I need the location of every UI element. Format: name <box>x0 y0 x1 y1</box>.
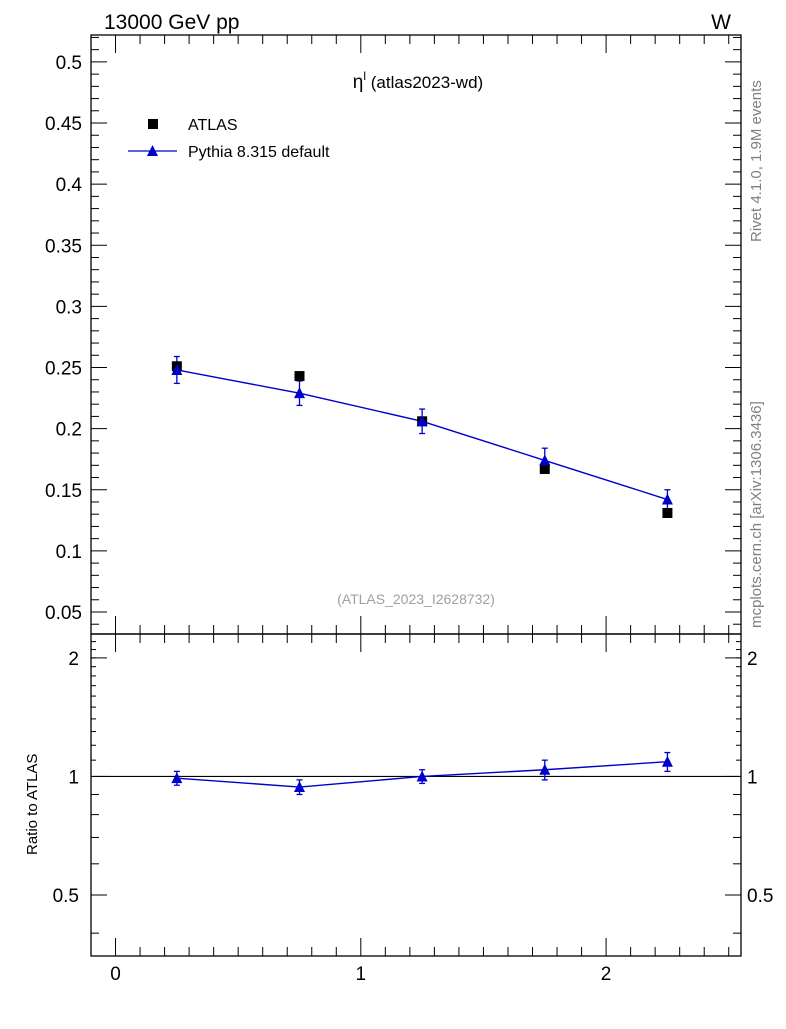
pythia-point <box>539 454 551 466</box>
main-ytick-label: 0.15 <box>45 481 82 502</box>
legend-label-atlas: ATLAS <box>188 117 238 134</box>
legend: ATLAS Pythia 8.315 default <box>128 117 330 161</box>
ratio-point <box>661 755 673 767</box>
pythia-point <box>661 493 673 505</box>
xtick-label: 0 <box>110 964 121 985</box>
pythia-point <box>171 363 183 375</box>
ratio-ytick-label-right: 0.5 <box>747 886 773 907</box>
title-rest: (atlas2023-wd) <box>366 73 483 92</box>
main-ytick-label: 0.45 <box>45 114 82 135</box>
main-ytick-label: 0.4 <box>56 175 83 196</box>
main-ytick-label: 0.25 <box>45 359 82 380</box>
ratio-point <box>539 763 551 775</box>
main-ytick-label: 0.05 <box>45 603 82 624</box>
pythia-point <box>416 415 428 427</box>
atlas-point <box>539 463 550 474</box>
ratio-point <box>416 770 428 782</box>
main-data <box>171 355 673 518</box>
ratio-data <box>171 751 673 796</box>
ratio-point <box>293 781 305 793</box>
main-ytick-label: 0.2 <box>56 420 82 441</box>
legend-marker-atlas <box>148 119 158 129</box>
main-ytick-label: 0.35 <box>45 236 82 257</box>
ratio-ylabel: Ratio to ATLAS <box>24 754 41 855</box>
xtick-label: 1 <box>356 964 367 985</box>
atlas-point <box>662 507 673 518</box>
ratio-ytick-label-left: 2 <box>68 649 79 670</box>
ratio-point <box>171 772 183 784</box>
legend-label-pythia: Pythia 8.315 default <box>188 144 330 161</box>
main-ytick-label: 0.1 <box>56 542 82 563</box>
pythia-point <box>293 387 305 399</box>
main-ytick-label: 0.3 <box>56 297 82 318</box>
main-ytick-label: 0.5 <box>56 53 82 74</box>
title-symbol: η <box>353 72 364 93</box>
title-superscript: l <box>363 69 366 83</box>
mcplots-label: mcplots.cern.ch [arXiv:1306.3436] <box>748 401 765 628</box>
analysis-watermark: (ATLAS_2023_I2628732) <box>337 591 495 607</box>
ratio-plot-frame <box>90 633 742 957</box>
main-title: ηl (atlas2023-wd) <box>353 69 483 93</box>
process-label: W <box>711 11 731 34</box>
pythia-line <box>176 369 668 501</box>
ratio-ytick-label-left: 0.5 <box>53 886 79 907</box>
ratio-ytick-label-left: 1 <box>68 767 79 788</box>
legend-marker-pythia <box>147 145 158 156</box>
ratio-ytick-label-right: 1 <box>747 767 758 788</box>
main-ticks: 0.05 0.1 0.15 0.2 0.25 0.3 0.35 0.4 0.45 0.5 <box>45 35 741 956</box>
ratio-ticks: 0.5 0.5 1 1 2 2 0 1 2 <box>53 641 773 985</box>
energy-label: 13000 GeV pp <box>104 11 239 34</box>
ratio-ytick-label-right: 2 <box>747 649 758 670</box>
rivet-label: Rivet 4.1.0, 1.9M events <box>748 80 765 242</box>
atlas-point <box>294 371 305 382</box>
xtick-label: 2 <box>601 964 612 985</box>
